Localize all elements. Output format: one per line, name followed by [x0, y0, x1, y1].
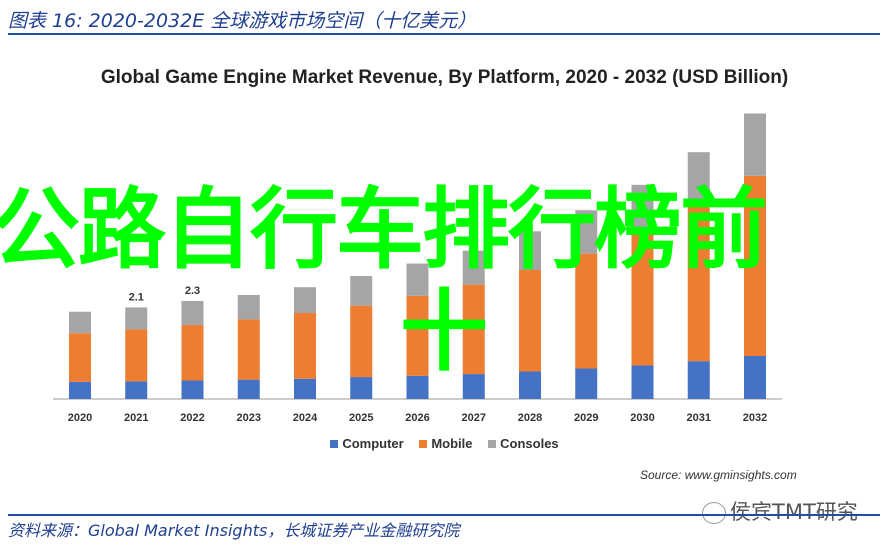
bar-computer-2031	[687, 361, 710, 399]
bar-computer-2024	[294, 378, 316, 399]
chart-title: Global Game Engine Market Revenue, By Pl…	[100, 67, 789, 88]
bar-mobile-2030	[631, 232, 654, 366]
legend-item-mobile: Mobile	[419, 436, 473, 451]
bar-consoles-2030	[631, 184, 654, 233]
bar-consoles-2032	[744, 113, 766, 176]
watermark: 侯宾TMT研究	[702, 496, 858, 526]
bar-computer-2032	[744, 356, 766, 399]
bar-mobile-2026	[406, 295, 429, 376]
x-tick-label: 2032	[743, 412, 767, 424]
bar-computer-2020	[69, 381, 91, 399]
bar-computer-2027	[462, 374, 485, 399]
x-tick-label: 2028	[518, 412, 542, 424]
bar-mobile-2029	[575, 253, 598, 369]
bar-computer-2026	[406, 375, 429, 399]
bar-computer-2025	[350, 377, 373, 399]
legend-label: Consoles	[500, 436, 559, 451]
data-label: 2.1	[129, 291, 144, 303]
x-tick-label: 2031	[687, 412, 711, 424]
data-label: 2.3	[185, 285, 200, 297]
bar-mobile-2031	[687, 206, 710, 362]
legend: Computer Mobile Consoles	[0, 436, 889, 451]
bar-consoles-2025	[350, 276, 373, 306]
bar-consoles-2031	[687, 152, 710, 207]
bar-consoles-2020	[69, 311, 91, 334]
bar-computer-2030	[631, 365, 654, 399]
bar-mobile-2027	[462, 284, 485, 375]
x-tick-label: 2023	[237, 412, 261, 424]
bar-consoles-2022	[181, 300, 204, 326]
x-tick-label: 2030	[630, 412, 654, 424]
footer-source: 资料来源：Global Market Insights，长城证券产业金融研究院	[8, 521, 460, 540]
x-tick-label: 2025	[349, 412, 373, 424]
legend-item-computer: Computer	[330, 436, 404, 451]
bar-consoles-2024	[294, 287, 316, 313]
bar-consoles-2029	[575, 210, 598, 254]
x-tick-label: 2024	[293, 412, 318, 424]
header-rule	[8, 33, 880, 35]
bar-computer-2029	[575, 368, 598, 399]
bar-mobile-2022	[181, 325, 204, 381]
legend-label: Mobile	[431, 436, 473, 451]
x-tick-label: 2027	[462, 412, 486, 424]
legend-swatch-mobile	[419, 440, 428, 448]
bar-mobile-2021	[125, 329, 148, 382]
x-tick-label: 2029	[574, 412, 598, 424]
footer-rule	[8, 514, 880, 516]
x-tick-label: 2026	[405, 412, 429, 424]
overlay-text-line1: 公路自行车排行榜前	[0, 178, 768, 281]
bar-computer-2021	[125, 381, 148, 399]
bar-computer-2023	[237, 379, 260, 399]
wechat-icon	[702, 502, 726, 524]
bar-consoles-2028	[519, 231, 541, 270]
bar-consoles-2027	[462, 250, 485, 285]
legend-item-consoles: Consoles	[488, 436, 559, 451]
bar-mobile-2032	[744, 175, 766, 356]
chart-source: Source: www.gminsights.com	[640, 468, 797, 482]
x-tick-label: 2020	[68, 412, 92, 424]
bar-mobile-2020	[69, 333, 91, 382]
bar-consoles-2026	[406, 263, 429, 296]
overlay-text-line2: 十	[400, 280, 489, 383]
bar-computer-2028	[519, 371, 541, 399]
figure-title: 图表 16: 2020-2032E 全球游戏市场空间（十亿美元）	[8, 10, 477, 32]
bar-consoles-2023	[237, 294, 260, 320]
bar-mobile-2024	[294, 313, 316, 379]
bar-consoles-2021	[125, 307, 148, 330]
legend-swatch-consoles	[488, 440, 497, 448]
x-tick-label: 2022	[180, 412, 204, 424]
watermark-text: 侯宾TMT研究	[730, 500, 858, 524]
x-tick-label: 2021	[124, 412, 148, 424]
legend-swatch-computer	[330, 440, 339, 448]
legend-label: Computer	[342, 436, 404, 451]
bar-computer-2022	[181, 380, 204, 399]
bar-mobile-2025	[350, 305, 373, 378]
bar-mobile-2028	[519, 270, 541, 372]
bar-mobile-2023	[237, 319, 260, 380]
